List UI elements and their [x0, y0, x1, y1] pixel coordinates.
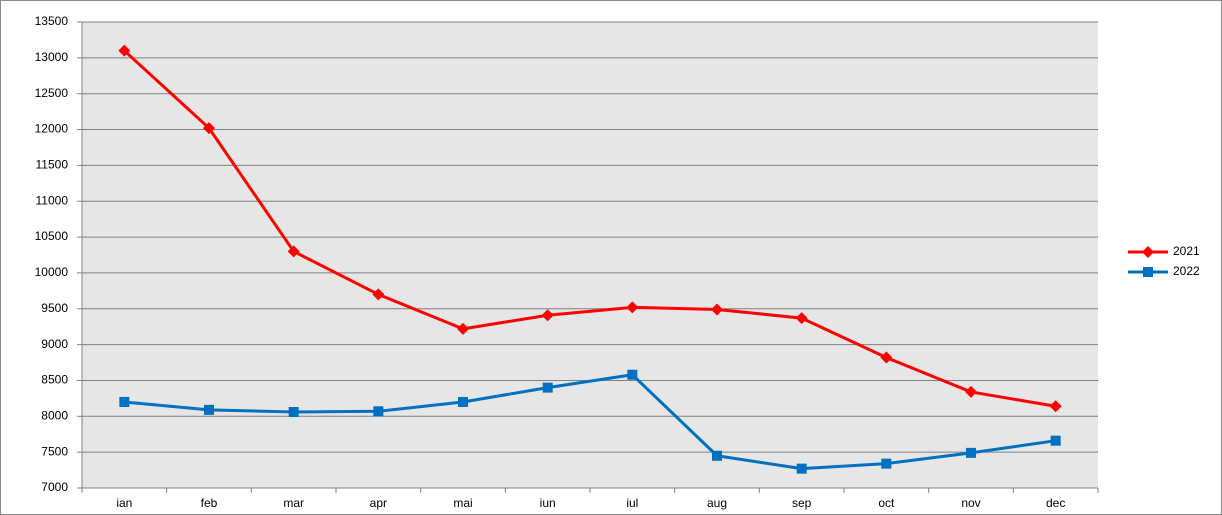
data-point	[796, 463, 807, 474]
x-tick-label: mai	[453, 496, 472, 510]
y-tick-label: 10000	[35, 265, 69, 279]
x-tick-label: sep	[792, 496, 812, 510]
x-tick-label: feb	[201, 496, 218, 510]
y-tick-label: 9500	[41, 301, 68, 315]
data-point	[542, 382, 553, 393]
data-point	[965, 385, 977, 398]
y-tick-label: 11500	[36, 158, 69, 172]
y-tick-label: 13000	[35, 50, 69, 64]
data-point	[711, 303, 723, 316]
legend-label: 2022	[1173, 264, 1200, 278]
data-point	[372, 288, 385, 301]
x-tick-label: iun	[540, 496, 556, 510]
data-point	[712, 450, 722, 461]
data-point	[627, 369, 638, 380]
legend-label: 2021	[1173, 244, 1200, 258]
data-point	[880, 351, 893, 364]
x-tick-label: mar	[283, 496, 304, 510]
x-tick-label: aug	[707, 496, 727, 510]
data-point	[118, 44, 131, 57]
x-tick-label: oct	[878, 496, 895, 510]
data-point	[373, 406, 384, 417]
series-line	[124, 373, 1056, 471]
y-tick-label: 7500	[41, 444, 68, 458]
x-tick-label: nov	[961, 496, 980, 510]
data-point	[457, 322, 469, 335]
x-tick-label: iul	[626, 496, 638, 510]
y-tick-label: 9000	[41, 337, 68, 351]
data-point	[541, 309, 554, 322]
y-tick-label: 12000	[35, 122, 69, 136]
y-tick-label: 11000	[36, 193, 69, 207]
data-point	[1050, 435, 1061, 446]
y-tick-label: 8000	[41, 408, 68, 422]
data-point	[288, 407, 299, 418]
data-point	[881, 458, 892, 469]
data-point	[795, 312, 808, 325]
data-point	[1049, 400, 1062, 413]
y-tick-label: 12500	[35, 86, 69, 100]
data-point	[966, 447, 976, 458]
series-line	[123, 49, 1056, 408]
plot-area	[82, 22, 1098, 488]
x-tick-label: dec	[1046, 496, 1065, 510]
y-tick-label: 10500	[35, 229, 69, 243]
data-point	[626, 301, 639, 314]
y-tick-label: 13500	[35, 14, 69, 28]
y-tick-label: 8500	[41, 373, 68, 387]
x-tick-label: ian	[116, 496, 132, 510]
legend-marker	[1142, 246, 1154, 258]
x-tick-label: apr	[370, 496, 387, 510]
y-tick-label: 7000	[41, 480, 68, 494]
data-point	[458, 396, 468, 407]
data-point	[287, 245, 300, 258]
data-point	[203, 122, 215, 135]
legend-marker	[1143, 267, 1153, 277]
data-point	[204, 404, 214, 415]
data-point	[119, 396, 130, 407]
